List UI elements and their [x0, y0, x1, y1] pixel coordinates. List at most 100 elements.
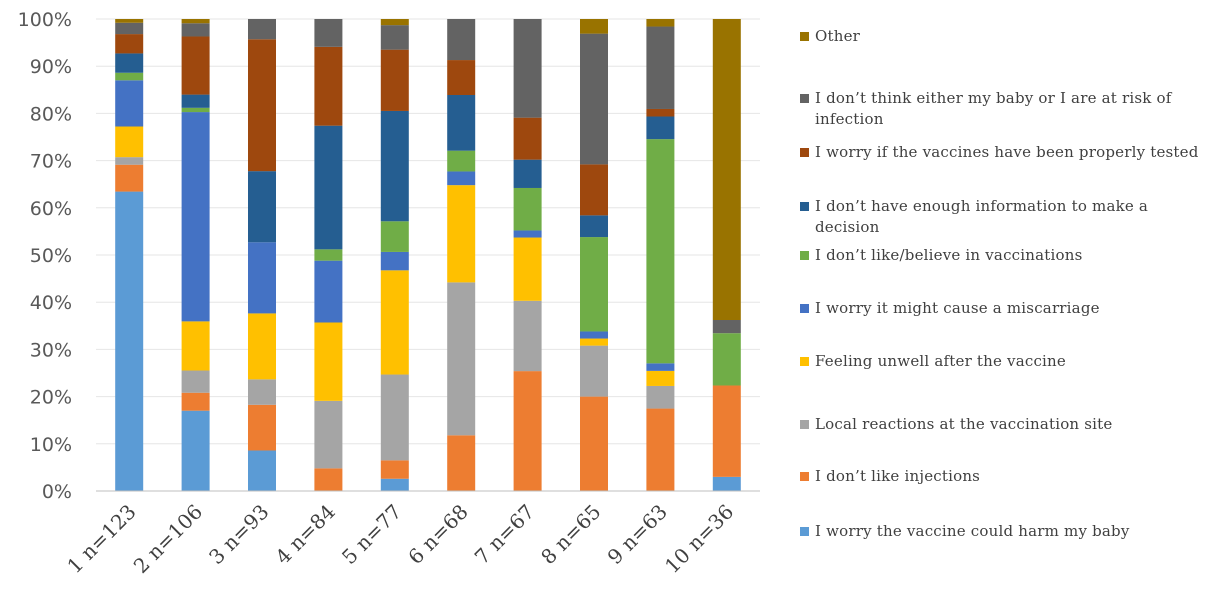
bar-segment: [646, 363, 675, 371]
legend-item: Other: [800, 26, 1200, 47]
bar-segment: [181, 410, 210, 491]
bar-segment: [181, 36, 210, 95]
bar-segment: [380, 221, 409, 252]
bar-segment: [314, 260, 343, 323]
bar-segment: [248, 450, 276, 491]
legend-item: Feeling unwell after the vaccine: [800, 351, 1200, 372]
bar-segment: [580, 215, 608, 238]
legend-item: I worry the vaccine could harm my baby: [800, 521, 1200, 542]
y-tick-label: 50%: [30, 245, 72, 267]
bar-segment: [248, 313, 276, 380]
bar-segment: [580, 33, 608, 165]
bar-segment: [248, 19, 276, 40]
bar-segment: [181, 112, 210, 322]
bar-segment: [380, 270, 409, 375]
bar-segment: [447, 171, 476, 186]
bar-segment: [580, 345, 608, 397]
bar-segment: [380, 49, 409, 111]
bar-segment: [646, 370, 675, 386]
bar-segment: [314, 46, 343, 126]
bar-segment: [181, 19, 210, 24]
legend-item: I don’t think either my baby or I are at…: [800, 88, 1200, 130]
x-tick-label: 8 n=65: [536, 500, 605, 569]
y-tick-label: 20%: [30, 387, 72, 409]
bar-segment: [712, 476, 741, 491]
bar-segment: [447, 282, 476, 436]
bar-segment: [513, 300, 542, 372]
bar-segment: [447, 435, 476, 491]
legend-swatch: [800, 32, 809, 41]
y-tick-label: 90%: [30, 56, 72, 78]
bar-segment: [115, 22, 144, 35]
legend-item: I don’t like/believe in vaccinations: [800, 245, 1200, 266]
bar-segment: [580, 237, 608, 332]
bar-segment: [513, 371, 542, 491]
x-tick-label: 7 n=67: [470, 500, 539, 569]
legend-swatch: [800, 251, 809, 260]
bar-segment: [712, 320, 741, 334]
bar-segment: [447, 94, 476, 151]
bar-segment: [580, 19, 608, 34]
bar-segment: [181, 23, 210, 37]
bar-segment: [248, 379, 276, 405]
bar-segment: [513, 159, 542, 188]
bar-segment: [248, 242, 276, 314]
bar-segment: [380, 460, 409, 479]
bar-segment: [580, 338, 608, 346]
y-tick-label: 80%: [30, 103, 72, 125]
bar-segment: [380, 110, 409, 222]
bar-segment: [712, 385, 741, 477]
bar-segment: [380, 251, 409, 271]
legend-swatch: [800, 202, 809, 211]
bar-segment: [646, 26, 675, 109]
bar-segment: [314, 322, 343, 401]
legend-swatch: [800, 357, 809, 366]
legend-label: Local reactions at the vaccination site: [815, 415, 1113, 433]
x-tick-label: 3 n=93: [204, 500, 273, 569]
legend-label: Feeling unwell after the vaccine: [815, 352, 1066, 370]
legend-label: Other: [815, 27, 861, 45]
x-tick-label: 1 n=123: [62, 500, 140, 578]
y-tick-label: 70%: [30, 151, 72, 173]
legend-swatch: [800, 472, 809, 481]
bar-segment: [380, 25, 409, 50]
legend-swatch: [800, 304, 809, 313]
bar-segment: [513, 187, 542, 231]
bar-segment: [115, 34, 144, 54]
bar-segment: [314, 400, 343, 469]
legend-label: I worry the vaccine could harm my baby: [815, 522, 1130, 540]
bar-segment: [513, 230, 542, 238]
x-tick-label: 6 n=68: [403, 500, 472, 569]
y-tick-label: 10%: [30, 434, 72, 456]
bar-segment: [712, 19, 741, 321]
bar-segment: [181, 370, 210, 393]
bar-segment: [115, 80, 144, 127]
bar-segment: [248, 39, 276, 172]
bar-segment: [115, 72, 144, 81]
bar-segment: [115, 19, 144, 23]
legend-swatch: [800, 94, 809, 103]
bar-segment: [513, 19, 542, 118]
legend-item: I worry if the vaccines have been proper…: [800, 142, 1200, 163]
bar-segment: [248, 404, 276, 451]
bar-segment: [646, 408, 675, 491]
bar-segment: [314, 125, 343, 250]
x-tick-label: 4 n=84: [271, 500, 340, 569]
bar-segment: [447, 150, 476, 172]
bar-segment: [314, 249, 343, 261]
bar-segment: [248, 171, 276, 243]
bar-segment: [646, 108, 675, 117]
bar-segment: [447, 19, 476, 61]
bar-segment: [314, 19, 343, 47]
bar-segment: [646, 116, 675, 140]
legend-swatch: [800, 420, 809, 429]
bar-segment: [580, 331, 608, 339]
y-tick-label: 100%: [18, 9, 72, 31]
y-tick-label: 0%: [42, 481, 72, 503]
bar-segment: [712, 333, 741, 386]
x-tick-label: 5 n=77: [337, 500, 406, 569]
y-tick-label: 40%: [30, 292, 72, 314]
bar-segment: [380, 374, 409, 461]
